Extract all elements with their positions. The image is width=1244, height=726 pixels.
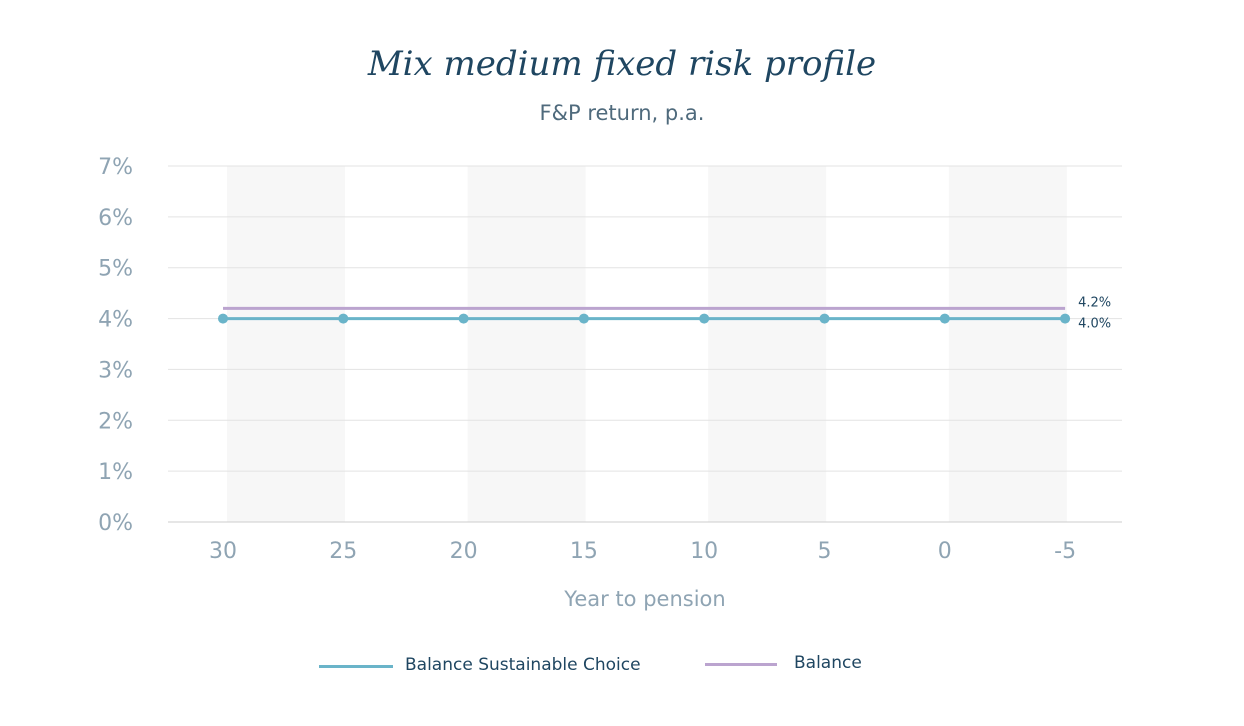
background-band [227,166,345,522]
legend-swatch-balance [705,663,777,666]
y-tick-label: 3% [98,358,133,383]
data-point-balance-sustainable-choice [1060,313,1071,324]
x-tick-label: 0 [938,539,952,564]
legend-label-balance-sustainable-choice: Balance Sustainable Choice [405,655,641,675]
y-tick-label: 7% [98,155,133,180]
y-tick-label: 0% [98,511,133,536]
legend-label-balance: Balance [794,653,862,673]
x-tick-label: 15 [570,539,598,564]
background-band [467,166,586,522]
y-tick-label: 2% [98,409,133,434]
end-label-balance: 4.2% [1078,295,1111,310]
x-tick-label: 30 [209,539,237,564]
chart-subtitle: F&P return, p.a. [539,101,705,125]
data-point-balance-sustainable-choice [939,313,950,324]
data-point-balance-sustainable-choice [578,313,589,324]
data-point-balance-sustainable-choice [218,313,228,324]
x-tick-label: 25 [329,539,357,564]
x-tick-label: 5 [818,539,832,564]
data-point-balance-sustainable-choice [699,313,710,324]
background-band [948,166,1067,522]
background-band [708,166,827,522]
data-point-balance-sustainable-choice [819,313,830,324]
x-tick-label: -5 [1054,539,1076,564]
end-label-balance-sustainable-choice: 4.0% [1078,317,1111,332]
chart-title: Mix medium fixed risk profile [367,44,877,84]
x-tick-label: 10 [690,539,718,564]
y-tick-label: 4% [98,308,133,333]
data-point-balance-sustainable-choice [458,313,469,324]
y-tick-label: 5% [98,257,133,282]
y-tick-label: 1% [98,460,133,485]
data-point-balance-sustainable-choice [338,313,349,324]
x-tick-label: 20 [450,539,478,564]
y-tick-label: 6% [98,206,133,231]
legend-swatch-balance-sustainable-choice [319,665,393,668]
x-axis-label: Year to pension [564,587,726,611]
